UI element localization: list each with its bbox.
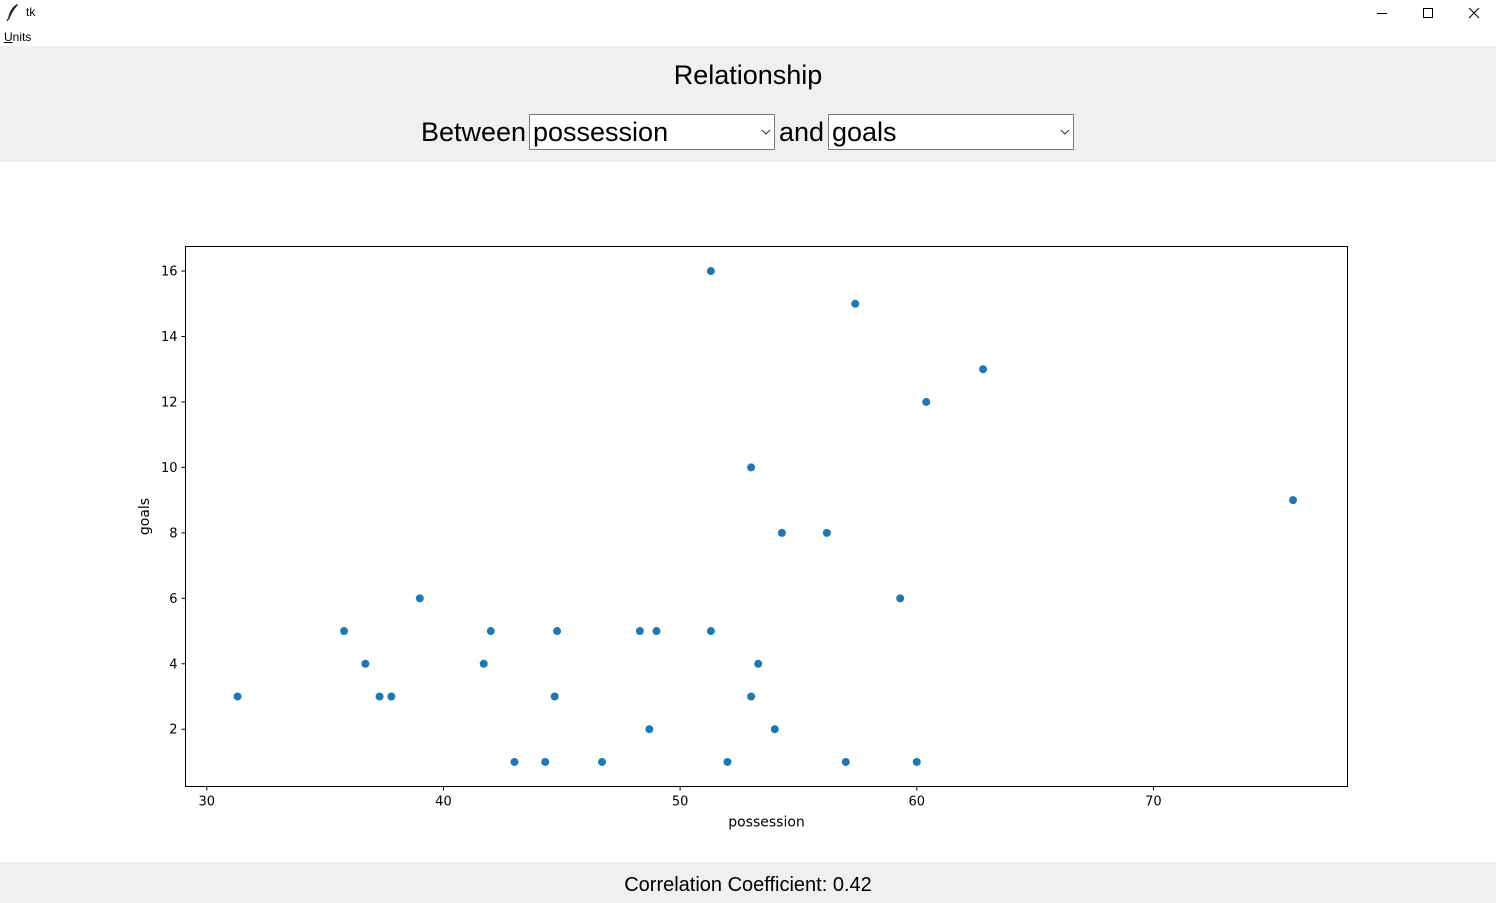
maximize-button[interactable] [1405, 0, 1451, 26]
close-icon [1468, 7, 1480, 19]
data-point [415, 594, 424, 603]
x-axis-label: possession [728, 815, 805, 831]
and-label: and [779, 117, 825, 147]
x-tick-label: 60 [909, 795, 926, 810]
data-point [479, 659, 488, 668]
data-point [851, 299, 860, 308]
between-label: Between [421, 117, 527, 147]
data-point [706, 267, 715, 276]
data-point [598, 757, 607, 766]
x-tick-label: 50 [672, 795, 689, 810]
plot-frame [185, 246, 1348, 787]
y-variable-value: goals [832, 117, 897, 147]
data-point [645, 725, 654, 734]
data-point [486, 627, 495, 636]
y-tick-label: 2 [169, 723, 177, 738]
data-point [652, 627, 661, 636]
data-point [896, 594, 905, 603]
y-axis-label: goals [137, 498, 153, 535]
maximize-icon [1423, 8, 1433, 18]
data-point [510, 757, 519, 766]
x-tick-label: 40 [435, 795, 452, 810]
y-tick-label: 14 [161, 330, 178, 345]
data-point [747, 692, 756, 701]
data-point [777, 528, 786, 537]
x-tick-label: 30 [199, 795, 216, 810]
data-point [706, 627, 715, 636]
page-title: Relationship [673, 60, 823, 90]
data-point [979, 365, 988, 374]
y-tick-label: 6 [169, 592, 177, 607]
minimize-button[interactable] [1359, 0, 1405, 26]
data-point [723, 757, 732, 766]
controls-panel: Relationship Between possession and goal… [0, 46, 1496, 162]
correlation-coefficient: Correlation Coefficient: 0.42 [624, 874, 872, 896]
data-point [822, 528, 831, 537]
close-button[interactable] [1451, 0, 1496, 26]
data-point [747, 463, 756, 472]
data-point [233, 692, 242, 701]
data-point [841, 757, 850, 766]
y-tick-label: 10 [161, 461, 178, 476]
data-point [1289, 496, 1298, 505]
x-variable-value: possession [533, 117, 669, 147]
data-point [912, 757, 921, 766]
data-point [361, 659, 370, 668]
feather-icon [6, 4, 18, 21]
data-point [635, 627, 644, 636]
data-point [375, 692, 384, 701]
y-tick-label: 4 [169, 657, 177, 672]
minimize-icon [1377, 13, 1387, 14]
y-tick-label: 16 [161, 265, 178, 280]
status-bar: Correlation Coefficient: 0.42 [0, 862, 1496, 903]
data-point [340, 627, 349, 636]
scatter-chart: 30 40 50 60 70 2 4 6 8 10 12 14 16 possession goals [137, 246, 1348, 831]
data-point [770, 725, 779, 734]
y-variable-select[interactable]: goals [828, 114, 1074, 150]
data-point [550, 692, 559, 701]
x-variable-select[interactable]: possession [529, 114, 775, 150]
window-title: tk [26, 5, 36, 19]
data-point [922, 397, 931, 406]
data-point [387, 692, 396, 701]
y-tick-label: 8 [169, 526, 177, 541]
menu-units-label: nits [12, 30, 32, 44]
data-point [553, 627, 562, 636]
data-point [541, 757, 550, 766]
plot-canvas: 30 40 50 60 70 2 4 6 8 10 12 14 16 possession goals [0, 162, 1496, 862]
y-tick-label: 12 [161, 395, 178, 410]
menu-units[interactable]: Units [4, 30, 31, 44]
menu-bar: Units [0, 26, 1496, 46]
data-point [754, 659, 763, 668]
chevron-down-icon [1060, 129, 1070, 135]
x-tick-label: 70 [1145, 795, 1162, 810]
title-bar: tk [0, 0, 1496, 26]
menu-units-mnemonic: U [4, 30, 13, 44]
chevron-down-icon [761, 129, 771, 135]
